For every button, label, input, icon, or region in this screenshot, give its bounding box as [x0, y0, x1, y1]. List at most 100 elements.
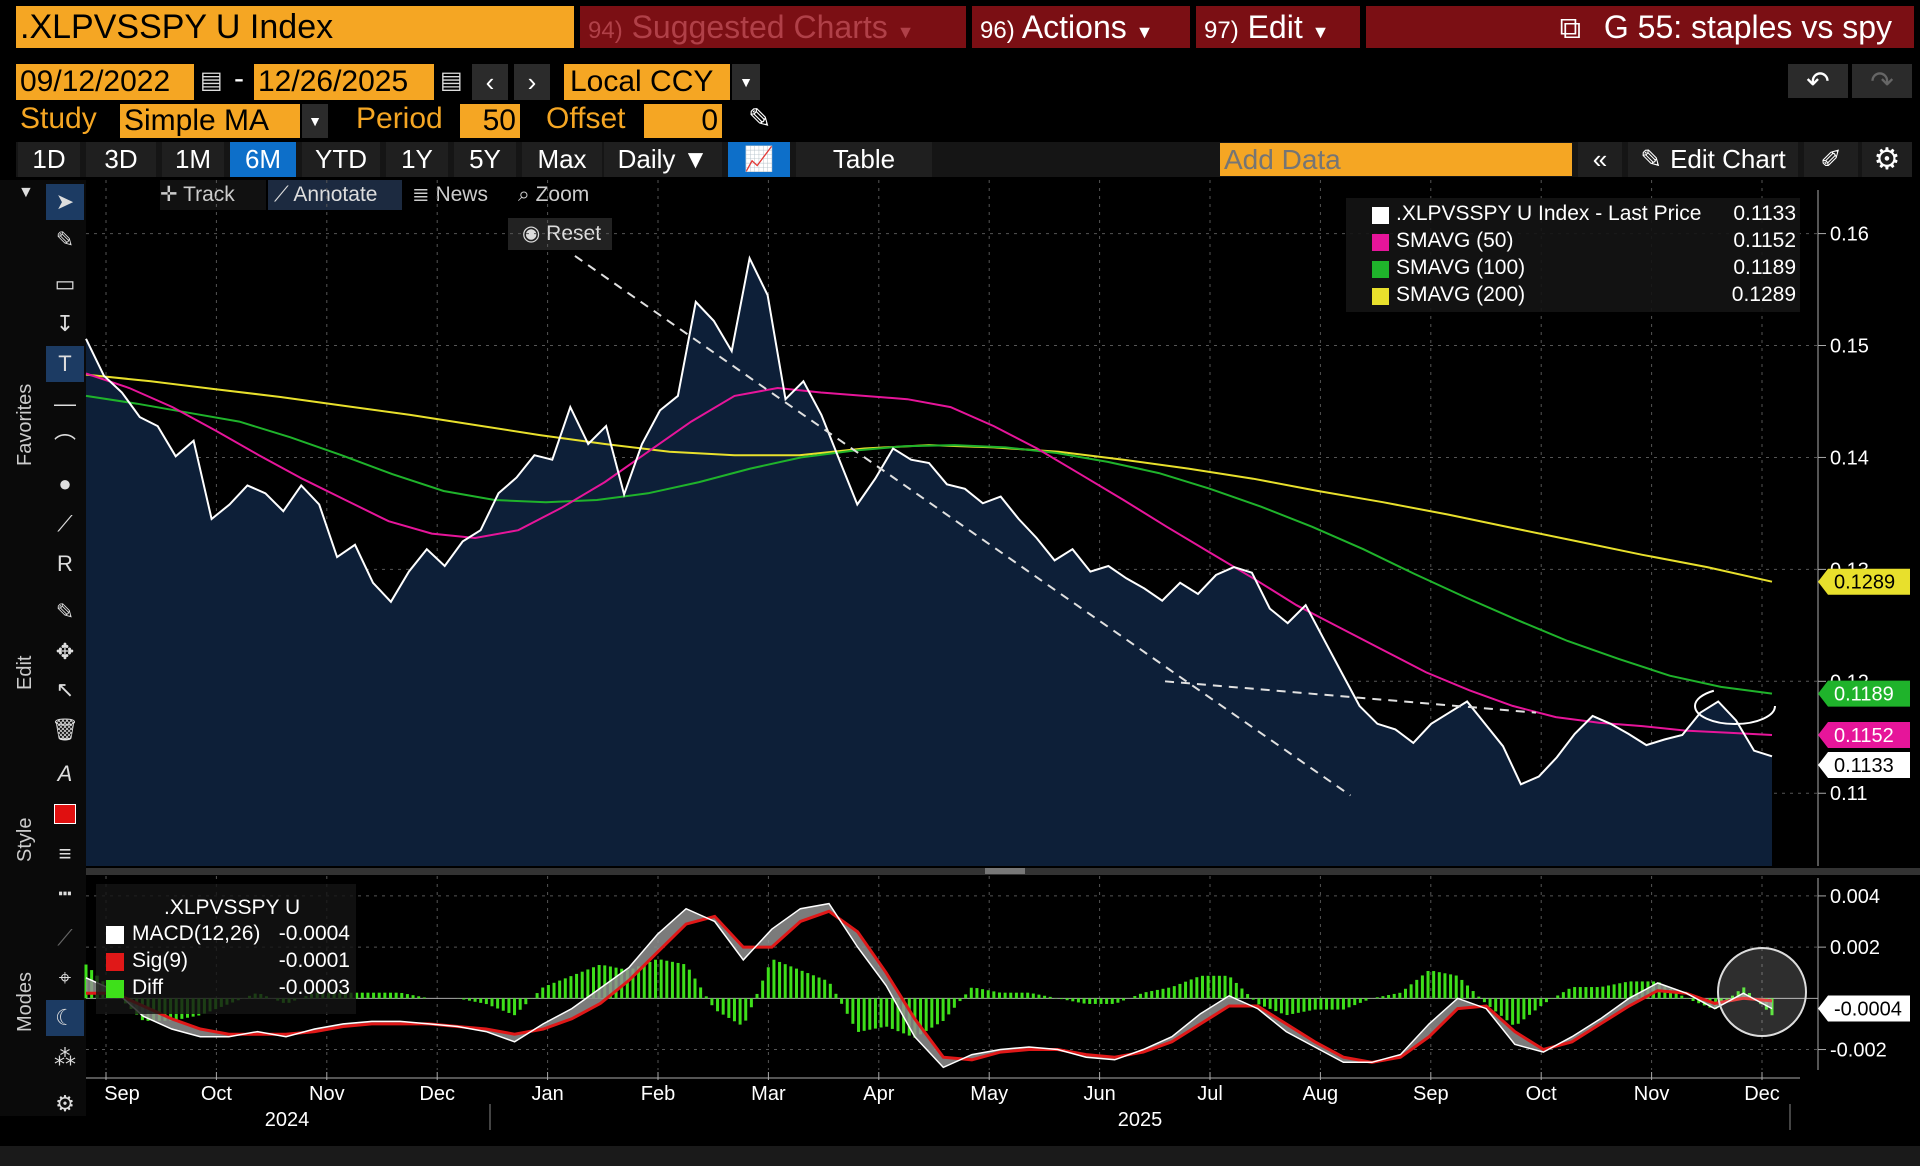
- regression-icon[interactable]: R: [57, 551, 73, 576]
- macd-diff-bar: [935, 998, 939, 1025]
- macd-diff-bar: [1110, 998, 1114, 1004]
- frequency-select[interactable]: Daily ▼: [604, 142, 722, 177]
- x-axis: Sep Oct Nov Dec Jan Feb Mar Apr May Jun Jul Aug Sep O…: [86, 1072, 1800, 1131]
- macd-diff-bar: [1511, 998, 1515, 1025]
- pencil-icon[interactable]: ✎: [748, 103, 772, 134]
- text-tool-icon[interactable]: T: [46, 346, 84, 382]
- pointer-icon[interactable]: ➤: [46, 184, 84, 220]
- macd-diff-bar: [1172, 986, 1176, 999]
- price-flag-label: 0.1152: [1834, 725, 1894, 747]
- macd-diff-bar: [890, 998, 894, 1029]
- macd-diff-bar: [997, 992, 1001, 999]
- add-data-input[interactable]: [1220, 143, 1572, 176]
- start-date-field[interactable]: 09/12/2022: [16, 64, 194, 100]
- macd-diff-bar: [405, 994, 409, 999]
- trash-icon[interactable]: 🗑: [51, 717, 79, 742]
- select-arrow-icon[interactable]: ↖: [55, 677, 75, 702]
- macd-diff-bar: [654, 959, 658, 999]
- macd-diff-bar: [1561, 992, 1565, 999]
- line-chart-icon[interactable]: 📈: [728, 142, 790, 177]
- macd-diff-bar: [1319, 998, 1323, 1010]
- actions-button[interactable]: 96) Actions ▼: [972, 6, 1190, 48]
- range-button-ytd[interactable]: YTD: [302, 142, 380, 177]
- gear-icon[interactable]: ⚙: [1862, 142, 1912, 177]
- color-palette-icon[interactable]: ⁂: [54, 1045, 76, 1070]
- chevron-down-icon[interactable]: ▼: [302, 104, 328, 138]
- chart-settings-icon[interactable]: ✐: [1804, 142, 1858, 177]
- macd-diff-bar: [1623, 982, 1627, 999]
- range-button-6m[interactable]: 6M: [230, 142, 296, 177]
- x-tick-label: Nov: [1634, 1083, 1670, 1105]
- price-marker-icon[interactable]: ↧: [55, 311, 75, 336]
- currency-select[interactable]: Local CCY: [564, 64, 730, 100]
- edit-chart-button[interactable]: ✎ Edit Chart: [1628, 142, 1798, 177]
- circle-icon[interactable]: ●: [58, 471, 72, 496]
- eraser-icon[interactable]: ⟋: [57, 925, 73, 950]
- zoom-tool[interactable]: ⌕ Zoom: [518, 180, 618, 210]
- range-button-max[interactable]: Max: [522, 142, 602, 177]
- calendar-icon[interactable]: ▤: [200, 67, 223, 94]
- x-tick-label: Mar: [751, 1083, 786, 1105]
- chevron-down-icon[interactable]: ▼: [732, 64, 760, 100]
- period-field[interactable]: 50: [460, 104, 520, 138]
- horizontal-line-icon[interactable]: —: [54, 391, 76, 416]
- news-tool[interactable]: ≣ News: [412, 180, 508, 210]
- palette-collapse-icon[interactable]: ▼: [18, 184, 34, 201]
- line-style-icon[interactable]: ┅: [58, 881, 72, 906]
- offset-field[interactable]: 0: [644, 104, 722, 138]
- macd-diff-bar: [1539, 998, 1543, 1006]
- undo-button[interactable]: ↶: [1788, 64, 1848, 98]
- range-button-1y[interactable]: 1Y: [386, 142, 448, 177]
- crosshair-icon[interactable]: ⌖: [58, 965, 72, 990]
- palette-gear-icon[interactable]: ⚙: [55, 1091, 75, 1116]
- redo-button[interactable]: ↷: [1852, 64, 1912, 98]
- range-button-5y[interactable]: 5Y: [454, 142, 516, 177]
- collapse-panel-icon[interactable]: «: [1578, 142, 1622, 177]
- macd-diff-bar: [1330, 998, 1334, 1010]
- trendline-icon[interactable]: ⟋: [57, 511, 73, 536]
- macd-diff-bar: [1482, 998, 1486, 1003]
- macd-line: [85, 902, 1773, 1069]
- macd-diff-bar: [1544, 998, 1548, 1003]
- legend-value: 0.1133: [1733, 202, 1796, 225]
- annotation-arc[interactable]: [1694, 687, 1776, 725]
- suggested-charts-button[interactable]: 94) Suggested Charts ▼: [580, 6, 966, 48]
- line-weight-icon[interactable]: ≡: [58, 841, 72, 866]
- table-button[interactable]: Table: [796, 142, 932, 177]
- macd-diff-bar: [1736, 991, 1740, 999]
- macd-diff-bar: [1251, 998, 1255, 1000]
- macd-diff-bar: [1144, 992, 1148, 999]
- macd-diff-bar: [958, 998, 962, 1002]
- curve-icon[interactable]: ⌒: [53, 433, 76, 458]
- price-area-fill: [86, 258, 1772, 866]
- annotate-tool[interactable]: ⟋ Annotate: [268, 180, 402, 210]
- end-date-field[interactable]: 12/26/2025: [254, 64, 434, 100]
- font-style-icon[interactable]: A: [57, 761, 73, 786]
- macd-diff-bar: [1217, 975, 1221, 999]
- magnet-icon[interactable]: ☾: [46, 1000, 84, 1036]
- chevron-down-icon: ▼: [896, 22, 915, 42]
- color-swatch-icon[interactable]: [46, 796, 84, 832]
- macd-diff-bar: [1274, 998, 1278, 1012]
- range-button-3d[interactable]: 3D: [86, 142, 156, 177]
- price-flag-label: 0.1189: [1834, 684, 1894, 706]
- external-link-icon[interactable]: ⧉: [1559, 12, 1581, 45]
- calendar-icon[interactable]: ▤: [440, 67, 463, 94]
- rectangle-icon[interactable]: ▭: [54, 271, 76, 296]
- range-button-1m[interactable]: 1M: [162, 142, 224, 177]
- macd-diff-bar: [541, 987, 545, 999]
- pen-tool-icon[interactable]: ✎: [55, 227, 75, 252]
- study-select[interactable]: Simple MA: [120, 104, 300, 138]
- next-period-button[interactable]: ›: [514, 64, 550, 100]
- ticker-field[interactable]: .XLPVSSPY U Index: [16, 6, 574, 48]
- move-icon[interactable]: ✥: [55, 639, 75, 664]
- macd-diff-bar: [411, 995, 415, 999]
- edit-button[interactable]: 97) Edit ▼: [1196, 6, 1360, 48]
- track-tool[interactable]: ✛ Track: [160, 180, 266, 210]
- macd-highlight-circle[interactable]: [1717, 947, 1807, 1037]
- range-button-1d[interactable]: 1D: [18, 142, 80, 177]
- edit-pen-icon[interactable]: ✎: [55, 599, 75, 624]
- prev-period-button[interactable]: ‹: [472, 64, 508, 100]
- legend-value: 0.1289: [1731, 283, 1796, 306]
